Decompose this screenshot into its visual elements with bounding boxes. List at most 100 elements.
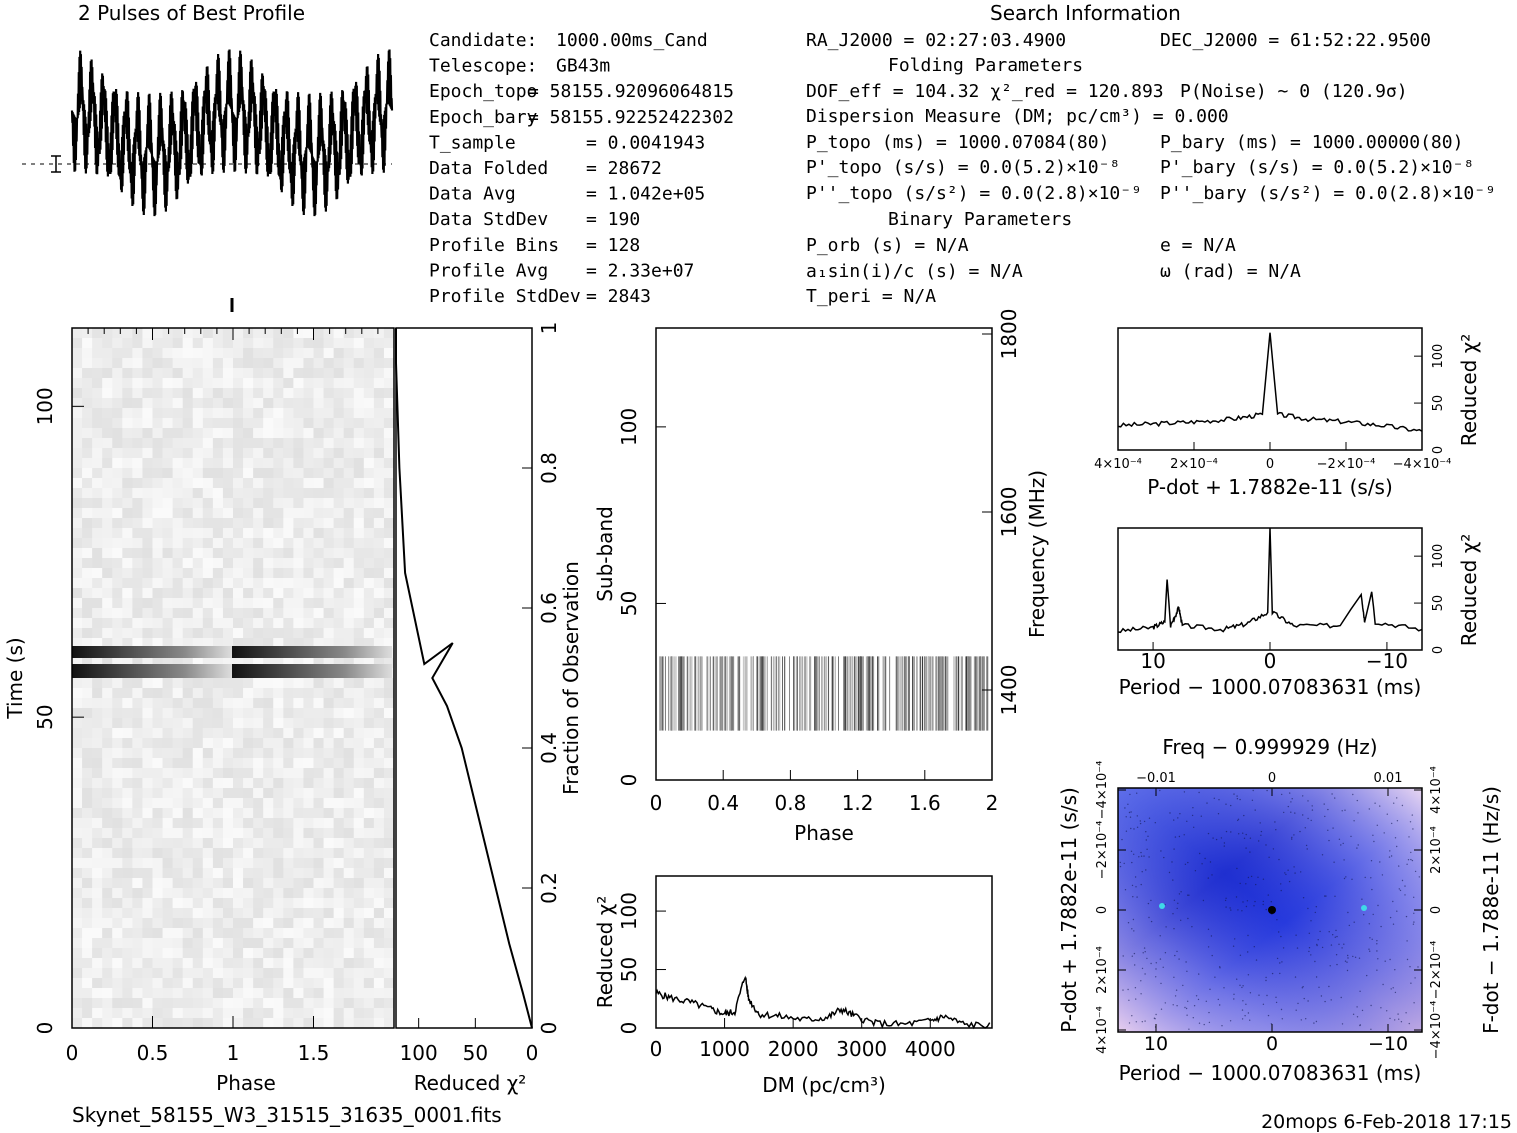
speckle-dot bbox=[1285, 873, 1287, 876]
time-phase-cell bbox=[132, 748, 143, 759]
speckle-dot bbox=[1280, 889, 1282, 892]
time-phase-cell bbox=[142, 598, 153, 609]
time-phase-cell bbox=[162, 848, 174, 859]
speckle-dot bbox=[1280, 935, 1282, 938]
info-label: Data Folded bbox=[429, 158, 548, 179]
time-phase-cell bbox=[293, 948, 304, 959]
time-phase-cell bbox=[333, 808, 345, 819]
time-phase-cell bbox=[132, 328, 143, 339]
time-phase-cell bbox=[273, 888, 284, 899]
time-phase-cell bbox=[152, 468, 164, 479]
time-phase-cell bbox=[283, 388, 294, 399]
speckle-dot bbox=[1324, 895, 1326, 897]
time-phase-cell bbox=[273, 378, 284, 389]
time-phase-cell bbox=[303, 718, 314, 729]
time-phase-cell bbox=[122, 408, 133, 419]
speckle-dot bbox=[1241, 1018, 1244, 1020]
time-phase-cell bbox=[122, 828, 133, 839]
y-right-tick-label: 1400 bbox=[997, 665, 1021, 716]
time-phase-cell bbox=[102, 938, 113, 949]
time-phase-cell bbox=[313, 828, 325, 839]
speckle-dot bbox=[1376, 940, 1378, 942]
time-phase-cell bbox=[293, 818, 304, 829]
speckle-dot bbox=[1236, 867, 1238, 870]
time-phase-cell bbox=[92, 598, 103, 609]
time-phase-cell bbox=[122, 728, 133, 739]
info-label: Data Avg bbox=[429, 184, 516, 205]
time-phase-cell bbox=[212, 608, 224, 619]
time-phase-cell bbox=[212, 568, 224, 579]
time-phase-cell bbox=[82, 658, 93, 669]
speckle-dot bbox=[1305, 844, 1308, 847]
time-phase-cell bbox=[313, 808, 325, 819]
time-phase-cell bbox=[263, 578, 274, 589]
time-phase-cell bbox=[222, 708, 234, 719]
time-phase-cell bbox=[353, 718, 365, 729]
time-phase-cell bbox=[152, 838, 164, 849]
time-phase-cell bbox=[182, 838, 194, 849]
time-phase-cell bbox=[162, 488, 174, 499]
time-phase-cell bbox=[333, 658, 345, 669]
time-phase-cell bbox=[243, 718, 254, 729]
y-tick-label: 0.2 bbox=[537, 872, 561, 904]
time-phase-cell bbox=[222, 978, 234, 989]
time-phase-cell bbox=[353, 858, 365, 869]
time-phase-cell bbox=[253, 918, 264, 929]
time-phase-cell bbox=[233, 958, 244, 969]
time-phase-cell bbox=[102, 338, 113, 349]
time-phase-cell bbox=[353, 458, 365, 469]
time-phase-cell bbox=[172, 918, 184, 929]
speckle-dot bbox=[1172, 879, 1174, 881]
time-phase-cell bbox=[182, 888, 194, 899]
time-phase-cell bbox=[303, 338, 314, 349]
time-phase-cell bbox=[333, 638, 345, 649]
time-phase-cell bbox=[182, 748, 194, 759]
time-phase-cell bbox=[323, 348, 335, 359]
time-phase-cell bbox=[333, 538, 345, 549]
speckle-dot bbox=[1335, 954, 1338, 956]
time-phase-cell bbox=[243, 858, 254, 869]
time-phase-cell bbox=[303, 408, 314, 419]
time-phase-cell bbox=[313, 708, 325, 719]
time-phase-cell bbox=[343, 388, 355, 399]
speckle-dot bbox=[1143, 855, 1145, 857]
time-phase-cell bbox=[363, 948, 375, 959]
time-phase-cell bbox=[182, 768, 194, 779]
time-phase-cell bbox=[122, 1018, 133, 1029]
time-phase-cell bbox=[162, 478, 174, 489]
time-phase-cell bbox=[142, 818, 153, 829]
speckle-dot bbox=[1225, 906, 1227, 908]
speckle-dot bbox=[1192, 807, 1194, 809]
time-phase-cell bbox=[263, 638, 274, 649]
time-phase-cell bbox=[192, 1008, 204, 1019]
speckle-dot bbox=[1391, 822, 1393, 825]
time-phase-cell bbox=[122, 858, 133, 869]
time-phase-cell bbox=[182, 498, 194, 509]
time-phase-cell bbox=[323, 408, 335, 419]
time-phase-cell bbox=[222, 348, 234, 359]
time-phase-cell bbox=[122, 398, 133, 409]
time-phase-cell bbox=[353, 628, 365, 639]
time-phase-cell bbox=[212, 598, 224, 609]
time-phase-cell bbox=[102, 1008, 113, 1019]
time-phase-cell bbox=[192, 388, 204, 399]
speckle-dot bbox=[1271, 972, 1274, 975]
speckle-dot bbox=[1127, 988, 1129, 991]
time-phase-cell bbox=[112, 578, 123, 589]
time-phase-cell bbox=[273, 518, 284, 529]
time-phase-cell bbox=[122, 388, 133, 399]
time-phase-cell bbox=[313, 518, 325, 529]
time-phase-cell bbox=[343, 988, 355, 999]
time-phase-cell bbox=[132, 908, 143, 919]
time-phase-cell bbox=[72, 988, 83, 999]
time-phase-cell bbox=[72, 848, 83, 859]
time-phase-cell bbox=[132, 558, 143, 569]
time-phase-cell bbox=[333, 938, 345, 949]
time-phase-cell bbox=[172, 868, 184, 879]
time-phase-cell bbox=[343, 438, 355, 449]
time-phase-xlabel: Phase bbox=[216, 1071, 276, 1095]
time-phase-cell bbox=[373, 728, 385, 739]
x-tick-label: 2×10⁻⁴ bbox=[1170, 457, 1218, 472]
speckle-dot bbox=[1389, 850, 1391, 852]
time-phase-cell bbox=[363, 708, 375, 719]
